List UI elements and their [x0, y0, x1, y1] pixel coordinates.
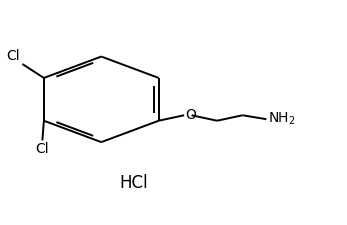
Text: Cl: Cl [35, 142, 49, 155]
Text: NH$_2$: NH$_2$ [268, 111, 296, 127]
Text: Cl: Cl [6, 49, 19, 63]
Text: HCl: HCl [119, 174, 148, 192]
Text: O: O [186, 108, 196, 122]
